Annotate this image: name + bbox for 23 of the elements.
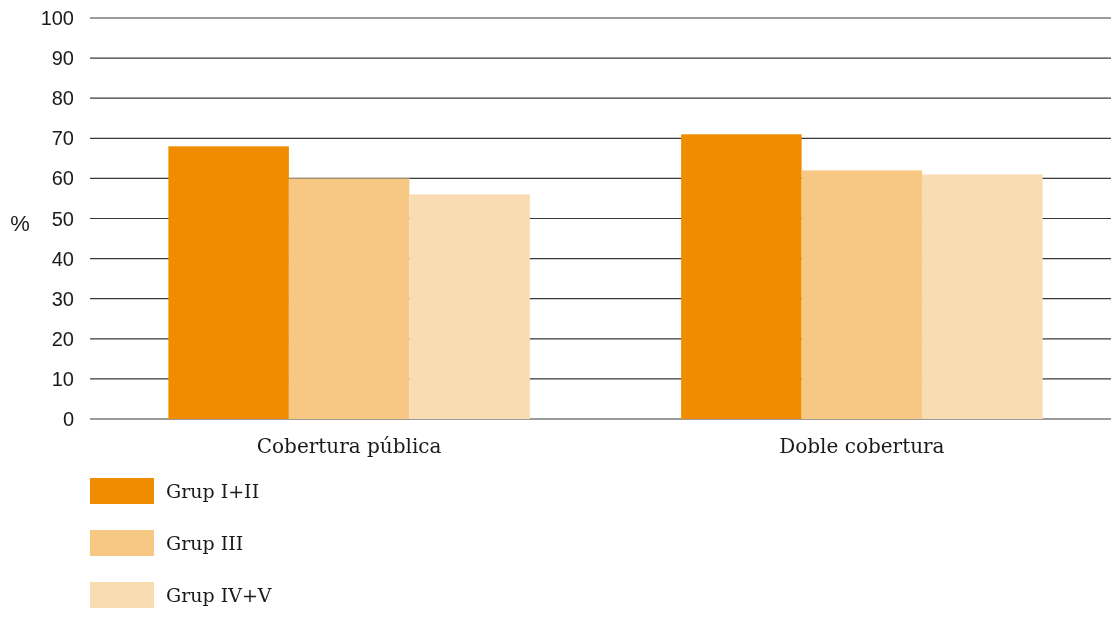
- y-tick-label: 50: [51, 207, 74, 230]
- y-axis-title: %: [10, 210, 30, 236]
- legend-label: Grup III: [166, 531, 244, 554]
- bar: [168, 146, 289, 419]
- legend-label: Grup IV+V: [166, 583, 272, 606]
- bar: [288, 178, 410, 419]
- legend-label: Grup I+II: [166, 479, 260, 502]
- x-tick-label: Cobertura pública: [256, 434, 442, 458]
- bar: [681, 134, 802, 419]
- y-tick-label: 100: [40, 7, 74, 29]
- y-tick-label: 30: [51, 287, 74, 310]
- y-tick-label: 70: [51, 127, 74, 150]
- bar: [409, 194, 530, 419]
- y-tick-label: 90: [51, 47, 74, 70]
- y-tick-label: 80: [51, 87, 74, 110]
- y-tick-label: 40: [51, 247, 74, 270]
- x-tick-label: Doble cobertura: [779, 434, 945, 458]
- y-tick-label: 10: [51, 367, 74, 390]
- y-tick-label: 20: [51, 327, 74, 350]
- y-tick-label: 60: [51, 167, 74, 190]
- bar: [801, 170, 923, 419]
- bar: [922, 174, 1043, 419]
- y-tick-label: 0: [62, 408, 74, 430]
